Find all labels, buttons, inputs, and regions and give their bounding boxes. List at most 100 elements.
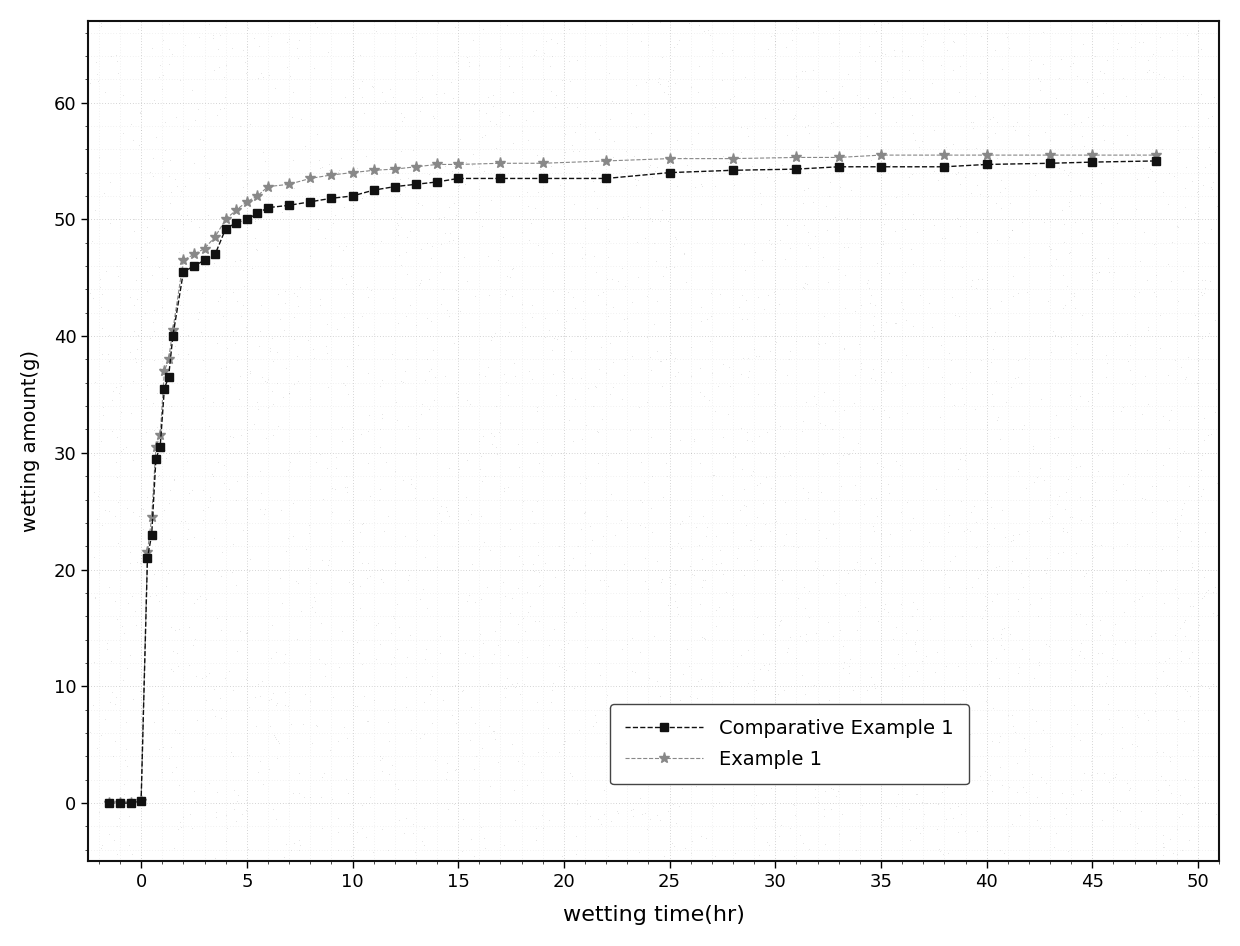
Point xyxy=(774,448,794,464)
Point xyxy=(414,820,434,835)
Point xyxy=(289,32,309,47)
Example 1 xyxy=(218,214,233,225)
Point xyxy=(780,820,800,835)
Point xyxy=(160,152,180,167)
Point xyxy=(259,762,279,777)
Point xyxy=(877,374,897,389)
Point xyxy=(820,188,839,203)
Point xyxy=(637,821,657,836)
Point xyxy=(725,450,745,465)
Point xyxy=(1087,645,1107,660)
Point xyxy=(160,482,180,498)
Point xyxy=(977,657,997,673)
Point xyxy=(389,248,409,263)
Point xyxy=(140,588,160,604)
Point xyxy=(1016,742,1035,757)
Point xyxy=(936,43,956,58)
Point xyxy=(508,754,528,769)
Point xyxy=(706,529,725,544)
Point xyxy=(1190,488,1210,503)
Point xyxy=(217,820,237,835)
Example 1 xyxy=(599,155,614,166)
Point xyxy=(543,675,563,691)
Point xyxy=(951,58,971,73)
Point xyxy=(897,625,916,640)
Point xyxy=(631,33,651,48)
Point xyxy=(386,777,405,792)
Point xyxy=(556,734,575,749)
Point xyxy=(283,496,303,511)
Point xyxy=(386,123,405,138)
Point xyxy=(311,770,331,785)
Point xyxy=(130,105,150,120)
Point xyxy=(94,711,114,727)
Point xyxy=(601,486,621,501)
Point xyxy=(913,133,932,149)
Point xyxy=(305,575,325,590)
Point xyxy=(843,736,863,751)
Point xyxy=(863,361,883,377)
Point xyxy=(833,660,853,675)
Point xyxy=(1209,286,1229,301)
Point xyxy=(942,811,962,826)
Point xyxy=(733,287,753,302)
Point xyxy=(324,215,343,230)
Point xyxy=(527,434,547,449)
Point xyxy=(193,391,213,406)
Point xyxy=(942,289,962,305)
Point xyxy=(939,703,959,718)
Point xyxy=(1029,657,1049,673)
Point xyxy=(618,637,637,652)
Point xyxy=(560,73,580,88)
Point xyxy=(277,544,296,559)
Point xyxy=(517,777,537,792)
Point xyxy=(758,288,777,303)
Point xyxy=(378,843,398,858)
Point xyxy=(215,670,234,685)
Point xyxy=(960,637,980,652)
Point xyxy=(780,630,800,645)
Comparative Example 1 xyxy=(494,173,508,184)
Point xyxy=(465,716,485,731)
Point xyxy=(1087,272,1107,288)
Point xyxy=(340,431,360,447)
Point xyxy=(546,387,565,402)
Point xyxy=(928,797,947,812)
Point xyxy=(1090,627,1110,642)
Point xyxy=(327,322,347,337)
Point xyxy=(852,797,872,813)
Point xyxy=(419,271,439,286)
Point xyxy=(1106,766,1126,781)
Point xyxy=(1008,665,1028,680)
Point xyxy=(207,108,227,123)
Comparative Example 1 xyxy=(980,159,994,170)
Point xyxy=(272,502,291,517)
Point xyxy=(594,783,614,798)
Point xyxy=(899,169,919,184)
Point xyxy=(1042,739,1061,754)
Point xyxy=(1025,854,1045,869)
Point xyxy=(154,32,174,47)
Point xyxy=(689,384,709,399)
Point xyxy=(588,455,608,470)
Comparative Example 1 xyxy=(366,184,381,196)
Point xyxy=(123,847,143,862)
Comparative Example 1 xyxy=(873,161,888,172)
Point xyxy=(410,92,430,107)
Point xyxy=(911,653,931,668)
Point xyxy=(267,812,286,827)
Comparative Example 1 xyxy=(140,552,155,564)
Point xyxy=(339,785,358,800)
Point xyxy=(268,418,288,433)
Point xyxy=(839,665,859,680)
Point xyxy=(1148,655,1168,670)
Point xyxy=(769,687,789,702)
Point xyxy=(665,839,684,854)
Point xyxy=(548,36,568,51)
Point xyxy=(396,670,415,685)
Point xyxy=(200,171,219,186)
Point xyxy=(567,52,587,67)
Point xyxy=(955,169,975,184)
Point xyxy=(916,698,936,713)
Comparative Example 1 xyxy=(113,797,128,809)
